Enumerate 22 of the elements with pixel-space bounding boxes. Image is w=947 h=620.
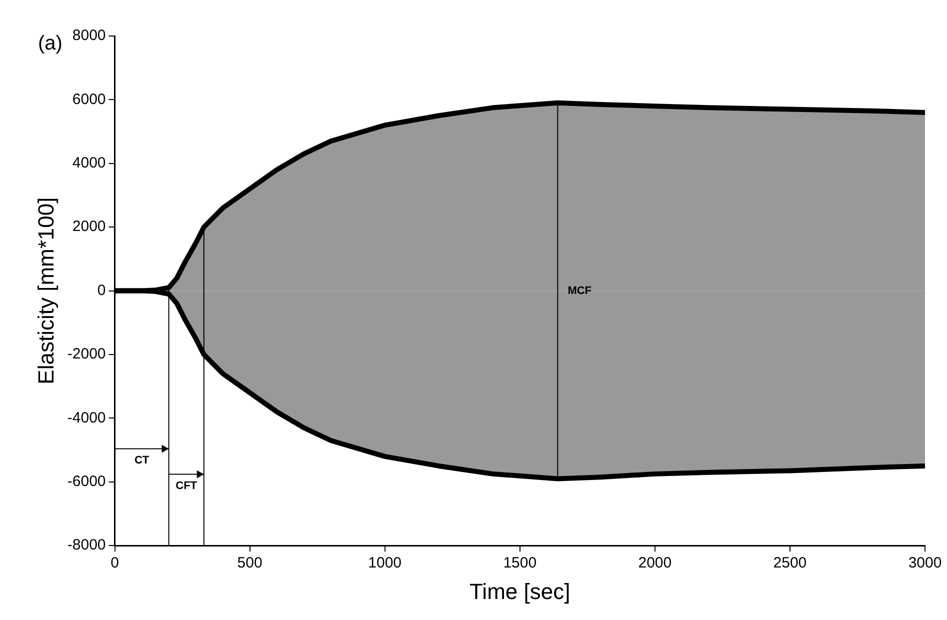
y-tick-label: 8000 [72,27,106,44]
y-tick-label: 6000 [72,90,106,108]
ref-line-label: CT [134,454,150,466]
ref-line-label: MCF [568,284,592,297]
x-tick-label: 2000 [638,554,672,572]
x-tick-label: 1000 [368,554,402,572]
x-tick-label: 3000 [908,554,942,572]
x-tick-label: 2500 [773,554,807,572]
y-tick-label: -4000 [67,409,106,426]
y-tick-label: 0 [97,282,106,299]
x-tick-label: 500 [237,554,262,572]
text: (a) [38,32,62,55]
ref-line-label: CFT [176,480,198,492]
x-tick-label: 1500 [503,554,537,572]
y-tick-label: -8000 [67,536,106,554]
y-tick-label: -2000 [67,346,106,363]
y-tick-label: 2000 [72,218,106,236]
x-tick-label: 0 [110,554,119,572]
y-axis-title: Elasticity [mm*100] [33,197,58,384]
y-tick-label: 4000 [72,154,106,172]
x-axis-title: Time [sec] [470,578,570,604]
y-tick-label: -6000 [67,473,106,490]
